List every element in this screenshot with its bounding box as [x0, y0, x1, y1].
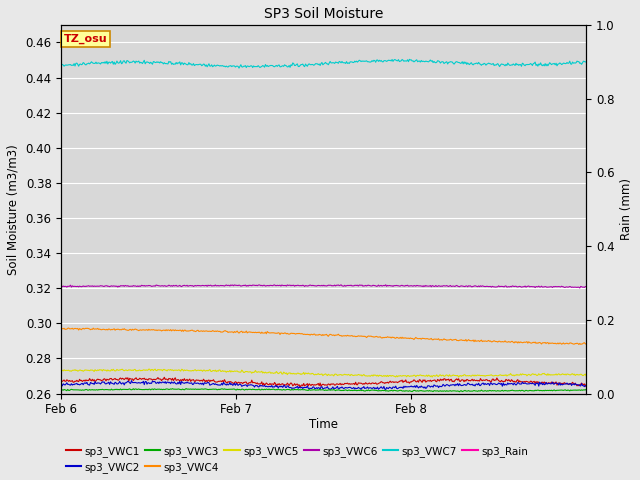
Y-axis label: Rain (mm): Rain (mm)	[620, 178, 633, 240]
X-axis label: Time: Time	[309, 418, 339, 431]
Legend: sp3_VWC1, sp3_VWC2, sp3_VWC3, sp3_VWC4, sp3_VWC5, sp3_VWC6, sp3_VWC7, sp3_Rain: sp3_VWC1, sp3_VWC2, sp3_VWC3, sp3_VWC4, …	[61, 442, 532, 477]
Text: TZ_osu: TZ_osu	[64, 34, 108, 44]
Y-axis label: Soil Moisture (m3/m3): Soil Moisture (m3/m3)	[7, 144, 20, 275]
Title: SP3 Soil Moisture: SP3 Soil Moisture	[264, 7, 383, 21]
